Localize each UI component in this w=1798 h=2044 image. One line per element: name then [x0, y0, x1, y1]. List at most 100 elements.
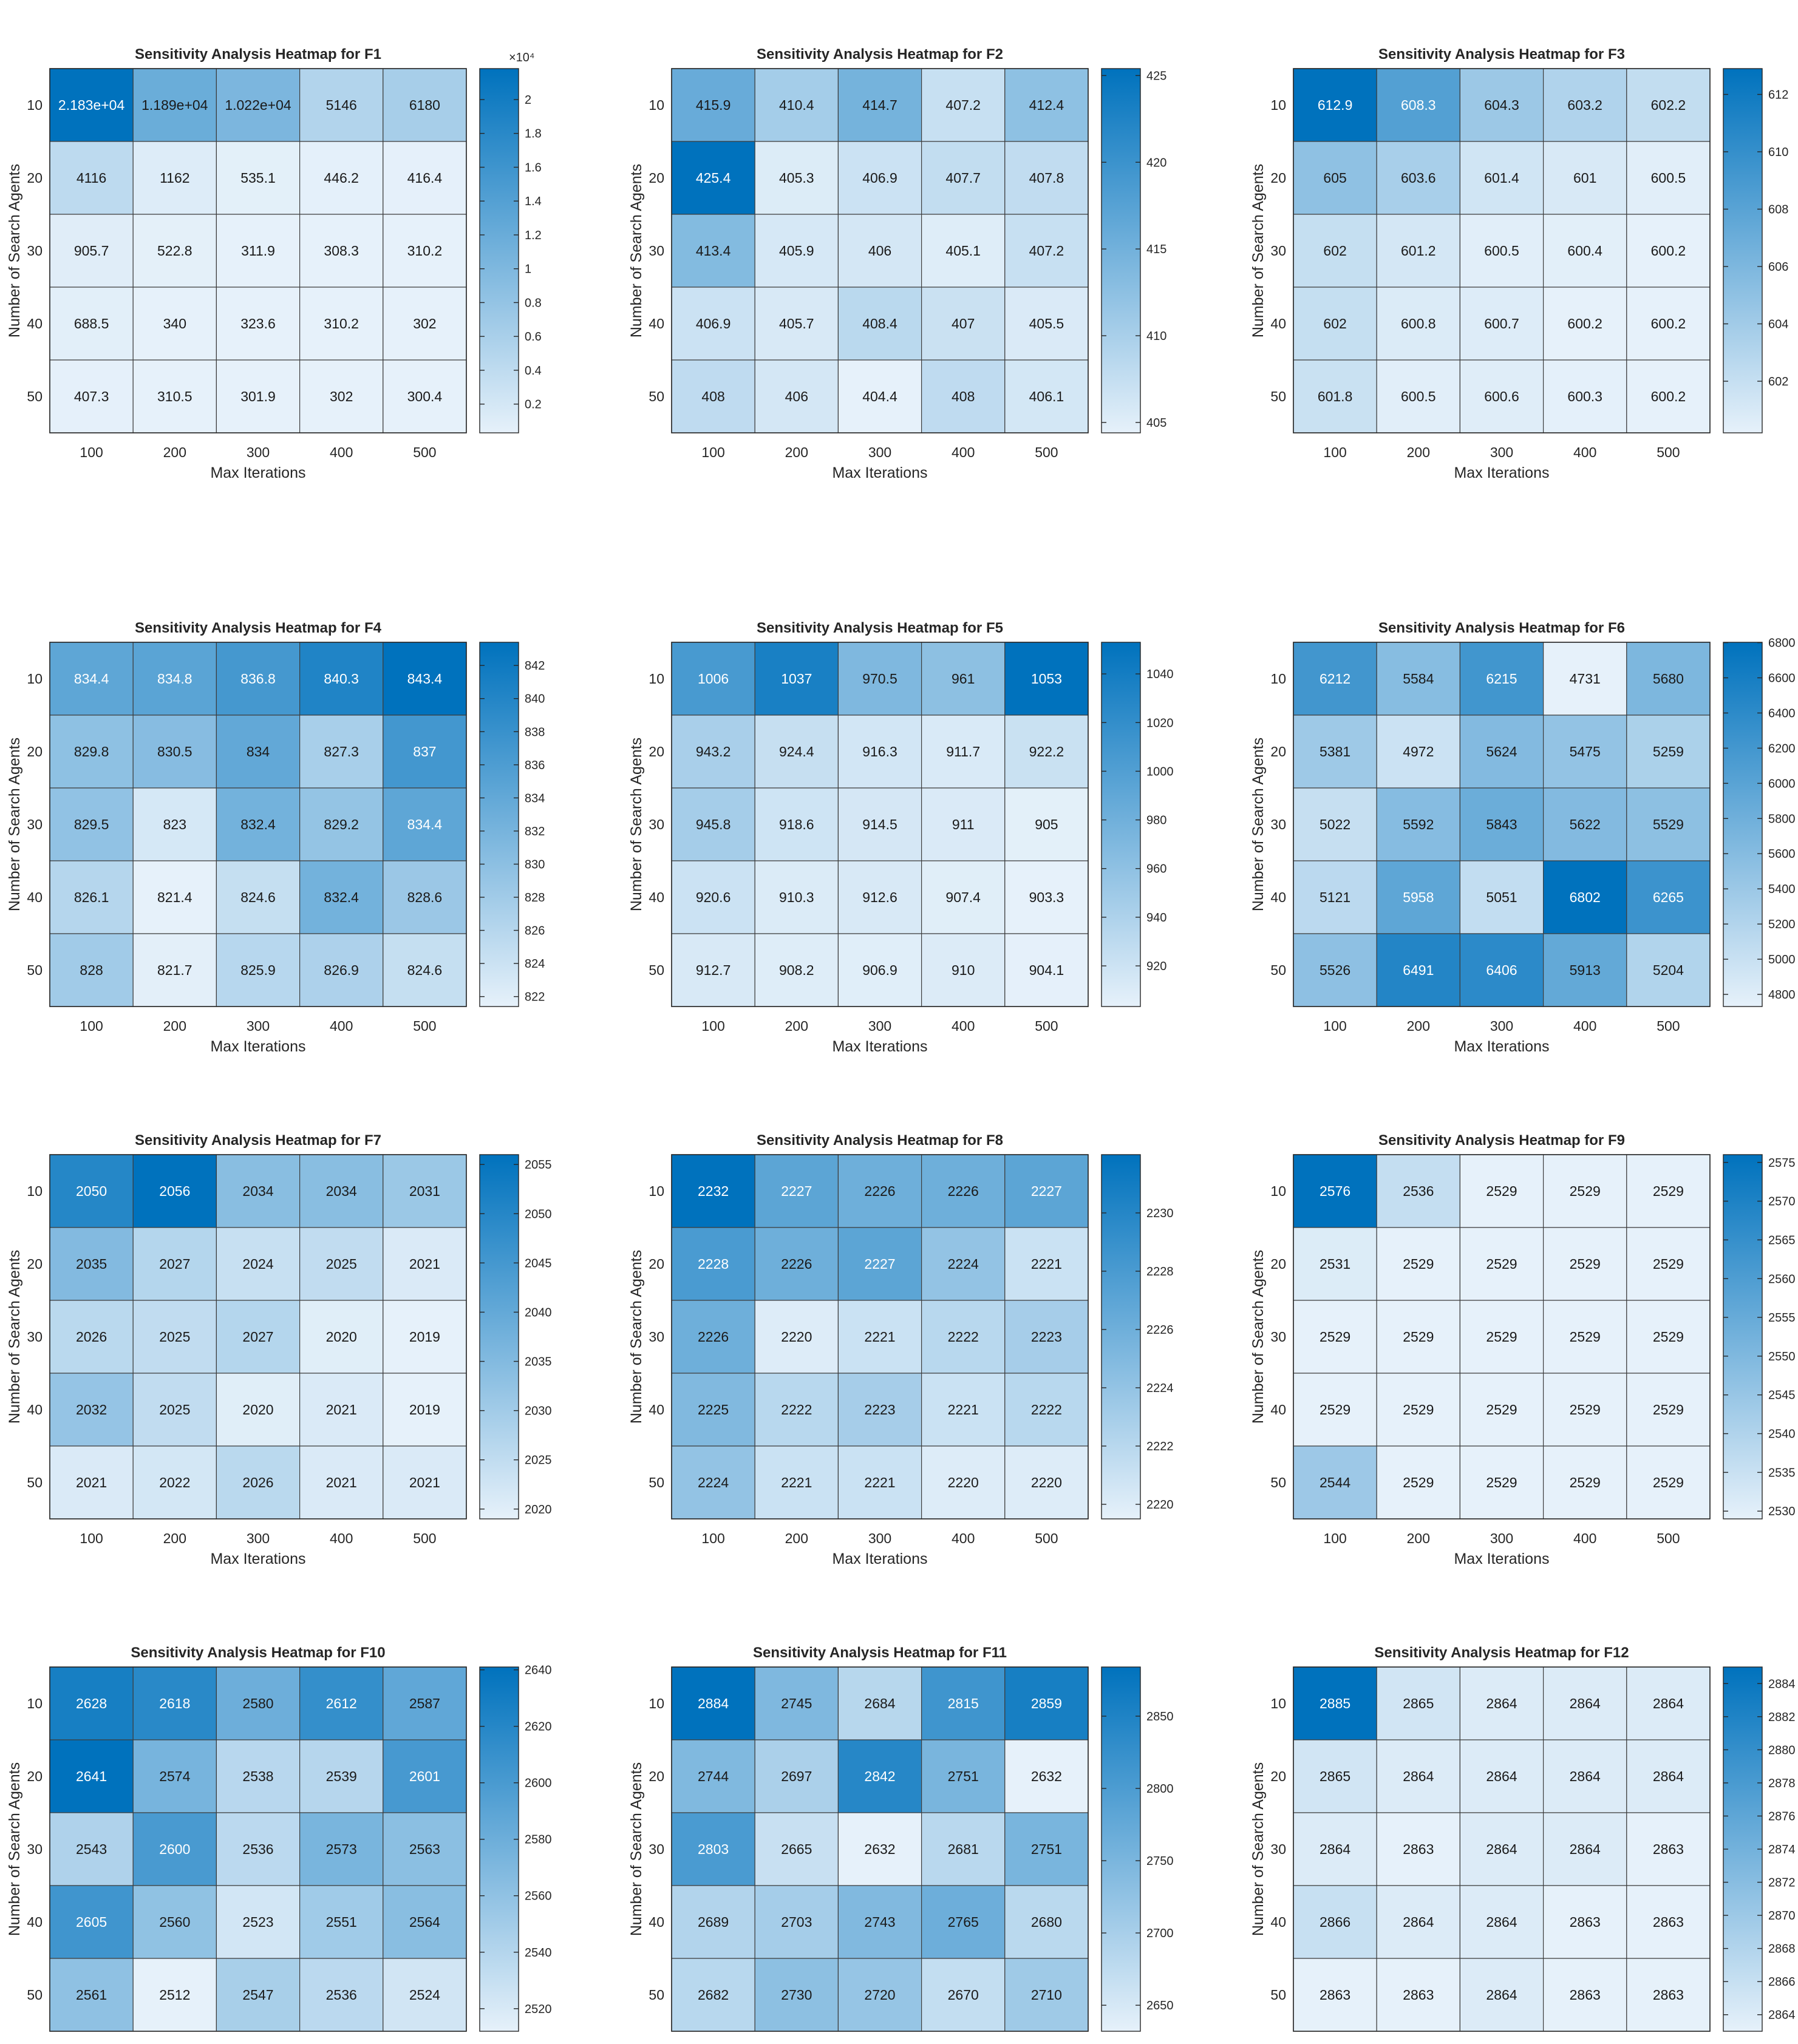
heatmap-cell: [754, 1885, 839, 1959]
x-tick-label: 400: [330, 1018, 353, 1034]
cell-label: 2220: [948, 1475, 979, 1490]
colorbar-tick-label: 612: [1768, 89, 1788, 102]
cell-label: 922.2: [1029, 744, 1064, 759]
chart-title: Sensitivity Analysis Heatmap for F7: [135, 1132, 381, 1149]
cell-label: 945.8: [696, 817, 731, 832]
cell-label: 2864: [1570, 1841, 1601, 1857]
x-tick-label: 300: [868, 1530, 891, 1546]
colorbar-tick-label: 826: [525, 925, 545, 938]
heatmap-cell: [921, 359, 1006, 433]
heatmap-cell: [132, 715, 217, 789]
cell-label: 406.9: [862, 170, 897, 186]
colorbar-tick-label: 0.4: [525, 364, 542, 378]
cell-label: 2864: [1653, 1768, 1684, 1784]
heatmap-cell: [1543, 1300, 1627, 1374]
y-tick-label: 20: [1270, 170, 1286, 186]
colorbar-tick-label: 415: [1146, 243, 1166, 256]
colorbar-tick-label: 2884: [1768, 1677, 1796, 1691]
heatmap-cell: [1376, 1666, 1460, 1740]
heatmap-cell: [1626, 68, 1711, 142]
cell-label: 300.4: [407, 389, 443, 404]
x-tick-label: 100: [701, 1530, 724, 1546]
heatmap-cell: [383, 715, 467, 789]
cell-label: 2529: [1403, 1256, 1434, 1272]
x-tick-label: 500: [1035, 1018, 1058, 1034]
cell-label: 2529: [1320, 1329, 1350, 1345]
heatmap-cell: [216, 1812, 301, 1886]
cell-label: 2563: [409, 1841, 440, 1857]
cell-label: 2021: [76, 1475, 107, 1490]
cell-label: 2730: [781, 1987, 812, 2003]
plot-frame: [1293, 642, 1711, 1007]
cell-label: 829.2: [324, 817, 359, 832]
heatmap-cell: [132, 359, 217, 433]
heatmap-cell: [921, 1885, 1006, 1959]
y-tick-label: 30: [27, 1329, 43, 1345]
chart-title: Sensitivity Analysis Heatmap for F8: [757, 1132, 1003, 1149]
cell-label: 6212: [1320, 671, 1350, 687]
cell-label: 2551: [326, 1914, 357, 1930]
cell-label: 2228: [698, 1256, 729, 1272]
heatmap-cell: [132, 1885, 217, 1959]
chart-title: Sensitivity Analysis Heatmap for F5: [757, 620, 1003, 636]
cell-label: 407.2: [1029, 243, 1064, 259]
cell-label: 5843: [1486, 817, 1517, 832]
x-tick-label: 100: [701, 2043, 724, 2044]
plot-frame: [1293, 68, 1711, 433]
heatmap-cell: [1459, 141, 1544, 215]
heatmap-cell: [383, 141, 467, 215]
heatmap-cell: [1376, 1373, 1460, 1447]
colorbar-tick-label: 840: [525, 693, 545, 706]
colorbar-tick-label: 0.6: [525, 330, 542, 344]
cell-label: 600.2: [1651, 316, 1686, 331]
colorbar-tick-label: 2882: [1768, 1711, 1796, 1724]
heatmap-cell: [216, 1739, 301, 1813]
y-axis-label: Number of Search Agents: [1250, 1250, 1267, 1424]
heatmap-cell: [1459, 287, 1544, 361]
colorbar: [1101, 1666, 1141, 2032]
cell-label: 834.8: [157, 671, 192, 687]
colorbar-tick-label: 2620: [525, 1720, 552, 1734]
cell-label: 830.5: [157, 744, 192, 759]
y-tick-label: 30: [649, 817, 664, 832]
heatmap-cell: [216, 1445, 301, 1519]
cell-label: 840.3: [324, 671, 359, 687]
colorbar-tick-label: 2868: [1768, 1943, 1796, 1956]
cell-label: 310.2: [407, 243, 443, 259]
y-tick-label: 40: [27, 1914, 43, 1930]
heatmap-panel: Sensitivity Analysis Heatmap for F2 415.9…: [628, 46, 1166, 481]
cell-label: 2529: [1486, 1256, 1517, 1272]
colorbar: [479, 1154, 519, 1519]
heatmap-cell: [1004, 715, 1089, 789]
heatmap-cell: [216, 287, 301, 361]
x-tick-label: 100: [701, 1018, 724, 1034]
x-tick-label: 200: [785, 1530, 808, 1546]
colorbar-tick-label: 2750: [1146, 1855, 1174, 1868]
cell-label: 1162: [160, 170, 189, 186]
cell-label: 911: [952, 817, 975, 832]
heatmap-panel: Sensitivity Analysis Heatmap for F9 2576 2…: [1250, 1132, 1796, 1567]
x-tick-label: 100: [1323, 2043, 1346, 2044]
heatmap-cell: [1376, 1885, 1460, 1959]
cell-label: 832.4: [324, 889, 359, 905]
colorbar-tick-label: 2545: [1768, 1389, 1796, 1402]
cell-label: 2547: [242, 1987, 273, 2003]
cell-label: 600.2: [1651, 389, 1686, 404]
cell-label: 824.6: [240, 889, 276, 905]
colorbar-tick-label: 5800: [1768, 812, 1796, 826]
heatmap-cell: [383, 68, 467, 142]
y-tick-label: 30: [649, 243, 664, 259]
x-tick-label: 400: [952, 1530, 975, 1546]
cell-label: 2865: [1320, 1768, 1350, 1784]
heatmap-cell: [754, 933, 839, 1007]
cell-label: 2512: [159, 1987, 190, 2003]
cell-label: 4731: [1570, 671, 1601, 687]
chart-title: Sensitivity Analysis Heatmap for F2: [757, 46, 1003, 63]
cell-label: 826.9: [324, 962, 359, 978]
cell-label: 600.2: [1651, 243, 1686, 259]
cell-label: 301.9: [240, 389, 276, 404]
cell-label: 912.7: [696, 962, 731, 978]
heatmap-cell: [671, 1154, 755, 1228]
cell-label: 2710: [1031, 1987, 1062, 2003]
x-tick-label: 200: [163, 2043, 186, 2044]
